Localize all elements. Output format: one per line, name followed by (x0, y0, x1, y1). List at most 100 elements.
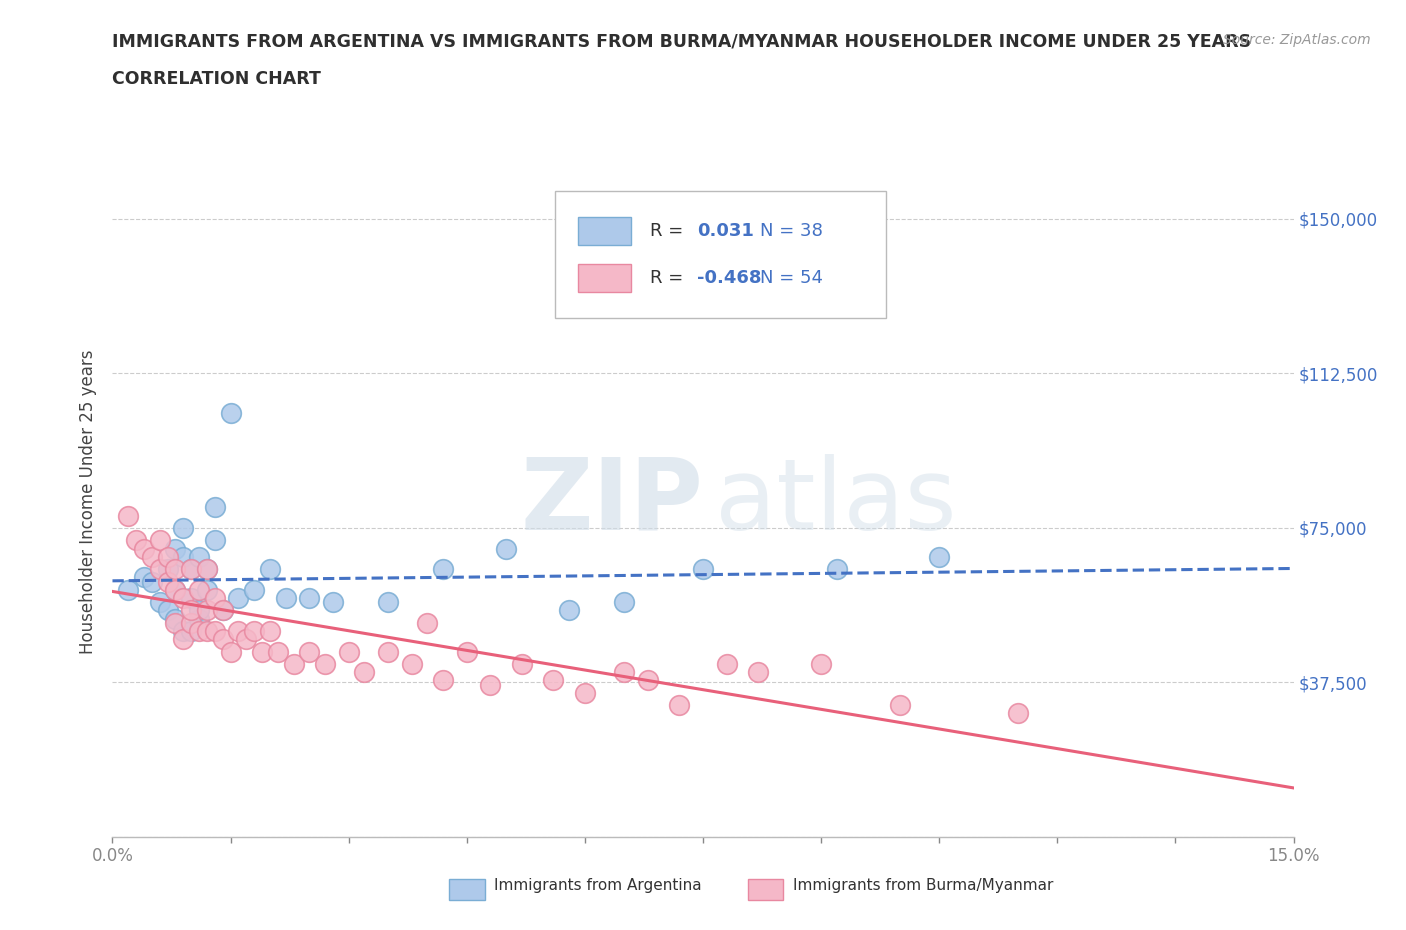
Point (165, 562, 187, 577)
Point (172, 631, 194, 646)
Point (613, 594, 636, 609)
Point (188, 611, 211, 626)
Point (156, 574, 179, 589)
Point (637, 673, 659, 688)
Text: N = 54: N = 54 (759, 269, 823, 286)
Point (692, 562, 714, 577)
Point (810, 657, 832, 671)
Point (337, 644, 360, 659)
Point (125, 533, 148, 548)
Point (204, 533, 226, 548)
Point (259, 562, 281, 577)
Point (156, 603, 179, 618)
Point (353, 665, 375, 680)
Point (456, 644, 478, 659)
Point (211, 631, 233, 646)
Point (188, 603, 211, 618)
Point (889, 698, 911, 712)
Point (432, 673, 454, 688)
Text: CORRELATION CHART: CORRELATION CHART (112, 70, 322, 87)
Point (180, 603, 202, 618)
Point (432, 562, 454, 577)
Point (172, 623, 194, 638)
Point (195, 603, 218, 618)
Point (401, 657, 423, 671)
Text: atlas: atlas (714, 454, 956, 551)
Text: ZIP: ZIP (520, 454, 703, 551)
Point (747, 665, 769, 680)
Point (1007, 706, 1029, 721)
Point (243, 582, 266, 597)
Point (188, 623, 211, 638)
Point (613, 665, 636, 680)
FancyBboxPatch shape (578, 217, 631, 246)
Point (180, 623, 202, 638)
Point (180, 562, 202, 577)
Point (188, 582, 211, 597)
Point (204, 623, 226, 638)
Point (228, 591, 250, 605)
Point (195, 562, 218, 577)
Point (543, 673, 565, 688)
Point (243, 623, 266, 638)
Point (479, 677, 502, 692)
Text: 0.031: 0.031 (697, 222, 754, 240)
Point (211, 603, 233, 618)
Point (219, 405, 242, 420)
Point (132, 541, 155, 556)
Point (165, 611, 187, 626)
Point (298, 644, 321, 659)
Point (132, 570, 155, 585)
Point (274, 591, 297, 605)
Point (228, 623, 250, 638)
Text: -0.468: -0.468 (697, 269, 762, 286)
Point (558, 603, 581, 618)
Point (195, 562, 218, 577)
Point (510, 657, 533, 671)
Point (928, 550, 950, 565)
Point (180, 616, 202, 631)
Point (298, 591, 321, 605)
Point (195, 623, 218, 638)
Point (377, 594, 399, 609)
Point (156, 550, 179, 565)
Point (165, 582, 187, 597)
Point (117, 508, 139, 523)
Text: N = 38: N = 38 (759, 222, 823, 240)
Point (283, 657, 305, 671)
Point (267, 644, 290, 659)
Point (416, 616, 439, 631)
Point (250, 644, 273, 659)
Point (180, 562, 202, 577)
Point (172, 550, 194, 565)
Point (322, 594, 344, 609)
Text: IMMIGRANTS FROM ARGENTINA VS IMMIGRANTS FROM BURMA/MYANMAR HOUSEHOLDER INCOME UN: IMMIGRANTS FROM ARGENTINA VS IMMIGRANTS … (112, 33, 1251, 50)
Point (180, 591, 202, 605)
Point (825, 562, 848, 577)
Point (314, 657, 336, 671)
Point (149, 533, 172, 548)
Text: R =: R = (650, 222, 689, 240)
Point (117, 582, 139, 597)
Y-axis label: Householder Income Under 25 years: Householder Income Under 25 years (79, 350, 97, 655)
Point (149, 562, 172, 577)
Point (165, 616, 187, 631)
Point (172, 521, 194, 536)
Point (141, 550, 163, 565)
FancyBboxPatch shape (449, 879, 485, 900)
Point (219, 644, 242, 659)
Point (235, 631, 257, 646)
Point (195, 582, 218, 597)
Point (668, 698, 690, 712)
Point (172, 591, 194, 605)
FancyBboxPatch shape (578, 264, 631, 292)
Point (165, 582, 187, 597)
Point (204, 500, 226, 515)
Point (149, 594, 172, 609)
Point (495, 541, 517, 556)
Text: Immigrants from Burma/Myanmar: Immigrants from Burma/Myanmar (793, 878, 1053, 893)
Text: Source: ZipAtlas.com: Source: ZipAtlas.com (1223, 33, 1371, 46)
Point (188, 550, 211, 565)
Text: Immigrants from Argentina: Immigrants from Argentina (494, 878, 702, 893)
Point (141, 574, 163, 589)
